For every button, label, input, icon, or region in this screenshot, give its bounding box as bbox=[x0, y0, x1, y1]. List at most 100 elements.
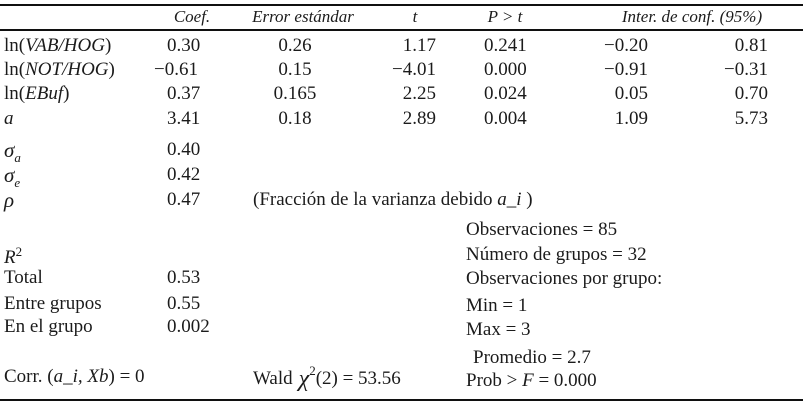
cell-p-value: 0.024 bbox=[484, 83, 527, 104]
sigma-symbol: σ bbox=[4, 163, 15, 187]
label-variable: NOT/HOG bbox=[25, 59, 109, 80]
stat-prob-f: Prob > F = 0.000 bbox=[466, 370, 597, 392]
cell-p-value: 0.000 bbox=[484, 59, 527, 80]
row-label: Total bbox=[4, 267, 43, 288]
label-pre: ln( bbox=[4, 35, 26, 56]
cell-ci-high: 0.70 bbox=[734, 83, 768, 104]
table-header-row: Coef. Error estándar t P > t Inter. de c… bbox=[0, 6, 803, 28]
header-std-error: Error estándar bbox=[252, 7, 354, 26]
stat-average: Promedio = 2.7 bbox=[473, 347, 591, 368]
cell-coef: 3.41 bbox=[167, 108, 201, 129]
row-label-r-squared: R2 bbox=[4, 241, 22, 269]
row-label: ln(EBuf) bbox=[4, 83, 69, 105]
label-variable: EBuf bbox=[25, 83, 64, 104]
row-label: ln(VAB/HOG) bbox=[4, 35, 111, 57]
cell-ci-low: −0.91 bbox=[604, 59, 648, 80]
cell-coef: 0.37 bbox=[167, 83, 201, 104]
cell-t: 2.89 bbox=[402, 108, 436, 129]
chi-symbol: χ bbox=[298, 366, 310, 392]
wald-label: Wald bbox=[253, 368, 293, 389]
stat-min: Min = 1 bbox=[466, 295, 528, 316]
table-row-constant: a 3.41 0.18 2.89 0.004 1.09 5.73 bbox=[0, 108, 803, 130]
stat-obs-per-group: Observaciones por grupo: bbox=[466, 268, 663, 289]
table-row-sigma-e: σe 0.42 bbox=[0, 164, 803, 190]
cell-ci-low: −0.20 bbox=[604, 35, 648, 56]
cell-ci-high: −0.31 bbox=[724, 59, 768, 80]
cell-ci-high: 5.73 bbox=[734, 108, 768, 129]
sigma-subscript: e bbox=[14, 175, 21, 190]
cell-coef: −0.61 bbox=[154, 59, 198, 80]
label-post: ) bbox=[63, 83, 70, 104]
wald-value: (2) = 53.56 bbox=[315, 368, 401, 389]
row-label: ln(NOT/HOG) bbox=[4, 59, 115, 81]
variance-fraction-note: (Fracción de la varianza debido a_i ) bbox=[253, 189, 533, 211]
table-row-ln-vab-hog: ln(VAB/HOG) 0.30 0.26 1.17 0.241 −0.20 0… bbox=[0, 35, 803, 57]
header-conf-interval: Inter. de conf. (95%) bbox=[621, 7, 763, 26]
cell-std-error: 0.18 bbox=[278, 108, 312, 129]
header-coef: Coef. bbox=[173, 7, 211, 26]
bottom-rule bbox=[0, 399, 803, 401]
stat-number-of-groups: Número de grupos = 32 bbox=[466, 244, 647, 265]
table-row-corr-wald: Corr. (a_i, Xb) = 0 Wald χ2(2) = 53.56 bbox=[0, 363, 803, 392]
label-pre: ln( bbox=[4, 59, 26, 80]
row-label: Entre grupos bbox=[4, 293, 102, 314]
note-close: ) bbox=[521, 189, 533, 210]
corr-statement: Corr. (a_i, Xb) = 0 bbox=[4, 366, 145, 388]
table-row-ln-ebuf: ln(EBuf) 0.37 0.165 2.25 0.024 0.05 0.70 bbox=[0, 83, 803, 105]
header-t: t bbox=[412, 7, 418, 26]
cell-value: 0.55 bbox=[167, 293, 201, 314]
cell-p-value: 0.241 bbox=[484, 35, 527, 56]
r-superscript: 2 bbox=[15, 244, 23, 259]
cell-t: 2.25 bbox=[402, 83, 436, 104]
corr-variables: a_i, Xb bbox=[53, 366, 109, 387]
prob-post: = 0.000 bbox=[533, 370, 597, 391]
label-variable: VAB/HOG bbox=[25, 35, 105, 56]
cell-p-value: 0.004 bbox=[484, 108, 527, 129]
cell-value: 0.42 bbox=[167, 164, 201, 185]
chi-superscript: 2 bbox=[309, 363, 316, 378]
cell-std-error: 0.26 bbox=[278, 35, 312, 56]
row-label: a bbox=[4, 108, 14, 130]
table-row-within-group: En el grupo 0.002 bbox=[0, 316, 803, 338]
label-variable: a bbox=[4, 108, 14, 129]
table-row-between-groups: Entre grupos 0.55 bbox=[0, 293, 803, 315]
r-symbol: R bbox=[4, 247, 16, 268]
table-row-ln-not-hog: ln(NOT/HOG) −0.61 0.15 −4.01 0.000 −0.91… bbox=[0, 59, 803, 81]
cell-coef: 0.30 bbox=[167, 35, 201, 56]
table-row-total: Total 0.53 bbox=[0, 267, 803, 289]
top-rule bbox=[0, 4, 803, 6]
cell-std-error: 0.165 bbox=[273, 83, 317, 104]
prob-f-symbol: F bbox=[522, 370, 534, 391]
table-row-r-squared: R2 bbox=[0, 241, 803, 268]
header-rule bbox=[0, 29, 803, 31]
label-post: ) bbox=[108, 59, 115, 80]
cell-t: −4.01 bbox=[392, 59, 436, 80]
cell-std-error: 0.15 bbox=[278, 59, 312, 80]
sigma-symbol: σ bbox=[4, 138, 15, 162]
corr-pre: Corr. ( bbox=[4, 366, 54, 387]
note-variable: a_i bbox=[497, 189, 522, 210]
cell-value: 0.53 bbox=[167, 267, 201, 288]
label-post: ) bbox=[104, 35, 112, 56]
label-pre: ln( bbox=[4, 83, 26, 104]
corr-post: ) = 0 bbox=[108, 366, 145, 387]
cell-value: 0.002 bbox=[167, 316, 210, 337]
row-label-rho: ρ bbox=[4, 188, 15, 212]
cell-t: 1.17 bbox=[402, 35, 436, 56]
cell-ci-high: 0.81 bbox=[734, 35, 768, 56]
cell-ci-low: 1.09 bbox=[614, 108, 648, 129]
cell-ci-low: 0.05 bbox=[614, 83, 648, 104]
table-row-rho: ρ 0.47 (Fracción de la varianza debido a… bbox=[0, 189, 803, 211]
sigma-subscript: a bbox=[14, 150, 21, 165]
row-label-sigma-a: σa bbox=[4, 139, 21, 169]
row-label-sigma-e: σe bbox=[4, 164, 20, 194]
stat-max: Max = 3 bbox=[466, 319, 531, 340]
cell-value: 0.47 bbox=[167, 189, 201, 210]
note-text: (Fracción de la varianza debido bbox=[253, 189, 498, 210]
cell-value: 0.40 bbox=[167, 139, 201, 160]
row-label: En el grupo bbox=[4, 316, 93, 337]
wald-statistic: Wald χ2(2) = 53.56 bbox=[253, 363, 401, 392]
table-row-sigma-a: σa 0.40 bbox=[0, 139, 803, 165]
stat-observations: Observaciones = 85 bbox=[466, 219, 618, 240]
